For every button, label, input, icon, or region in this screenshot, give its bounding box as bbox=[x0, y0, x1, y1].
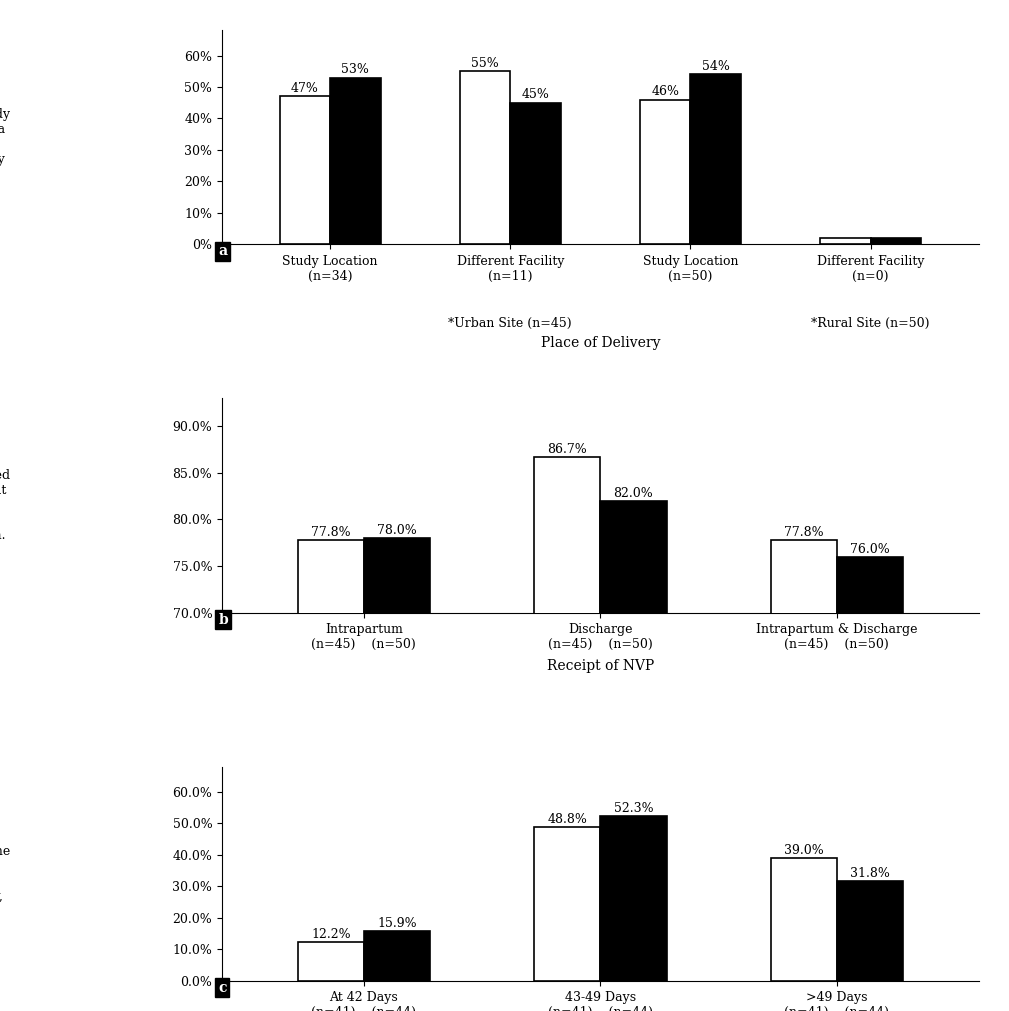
Bar bbox=[460, 71, 511, 245]
Text: 45%: 45% bbox=[522, 88, 550, 101]
Text: 48.8%: 48.8% bbox=[547, 813, 587, 826]
Bar bbox=[836, 881, 903, 981]
Bar bbox=[279, 96, 330, 245]
X-axis label: Receipt of NVP: Receipt of NVP bbox=[547, 659, 654, 673]
Text: 82.0%: 82.0% bbox=[613, 487, 654, 499]
Bar bbox=[600, 500, 667, 1011]
X-axis label: Place of Delivery: Place of Delivery bbox=[541, 336, 660, 350]
Text: 47%: 47% bbox=[291, 82, 319, 95]
Text: 12.2%: 12.2% bbox=[311, 928, 350, 941]
Bar bbox=[690, 75, 741, 245]
Text: 77.8%: 77.8% bbox=[311, 526, 350, 539]
Text: b: b bbox=[218, 613, 228, 627]
Text: 78.0%: 78.0% bbox=[377, 524, 417, 537]
Bar bbox=[771, 540, 836, 1011]
Text: 46%: 46% bbox=[651, 85, 679, 98]
Bar bbox=[534, 457, 600, 1011]
Text: a: a bbox=[218, 245, 227, 259]
Bar bbox=[298, 540, 364, 1011]
Text: 15.9%: 15.9% bbox=[377, 917, 417, 930]
Text: Women who
delivered at a study
health facility or a
different facility,
stratifi: Women who delivered at a study health fa… bbox=[0, 93, 10, 181]
Text: 76.0%: 76.0% bbox=[850, 543, 890, 556]
Bar bbox=[298, 942, 364, 981]
Text: *Rural Site (n=50): *Rural Site (n=50) bbox=[811, 316, 930, 330]
Bar bbox=[364, 930, 430, 981]
Bar bbox=[330, 78, 380, 245]
Text: 53%: 53% bbox=[341, 63, 369, 76]
Text: Infants who received
nevirapine (NVP) at
intrapartum,
on discharge, or
both, by : Infants who received nevirapine (NVP) at… bbox=[0, 469, 10, 542]
Bar bbox=[640, 99, 690, 245]
Bar bbox=[511, 103, 561, 245]
Text: c: c bbox=[218, 981, 227, 995]
Text: 77.8%: 77.8% bbox=[784, 526, 823, 539]
Text: 54%: 54% bbox=[701, 60, 730, 73]
Text: 39.0%: 39.0% bbox=[784, 844, 823, 857]
Bar bbox=[820, 238, 871, 245]
Text: *Urban Site (n=45): *Urban Site (n=45) bbox=[448, 316, 572, 330]
Bar bbox=[836, 557, 903, 1011]
Text: 31.8%: 31.8% bbox=[850, 866, 890, 880]
Text: Infants who were
tested for HIV at the
recommended 42
days or later,
following d: Infants who were tested for HIV at the r… bbox=[0, 830, 10, 918]
Bar bbox=[871, 238, 921, 245]
Bar bbox=[364, 538, 430, 1011]
Bar bbox=[600, 816, 667, 981]
Bar bbox=[771, 858, 836, 981]
Text: 55%: 55% bbox=[471, 57, 498, 70]
Bar bbox=[534, 827, 600, 981]
Text: 86.7%: 86.7% bbox=[547, 443, 587, 456]
Text: 52.3%: 52.3% bbox=[613, 802, 653, 815]
